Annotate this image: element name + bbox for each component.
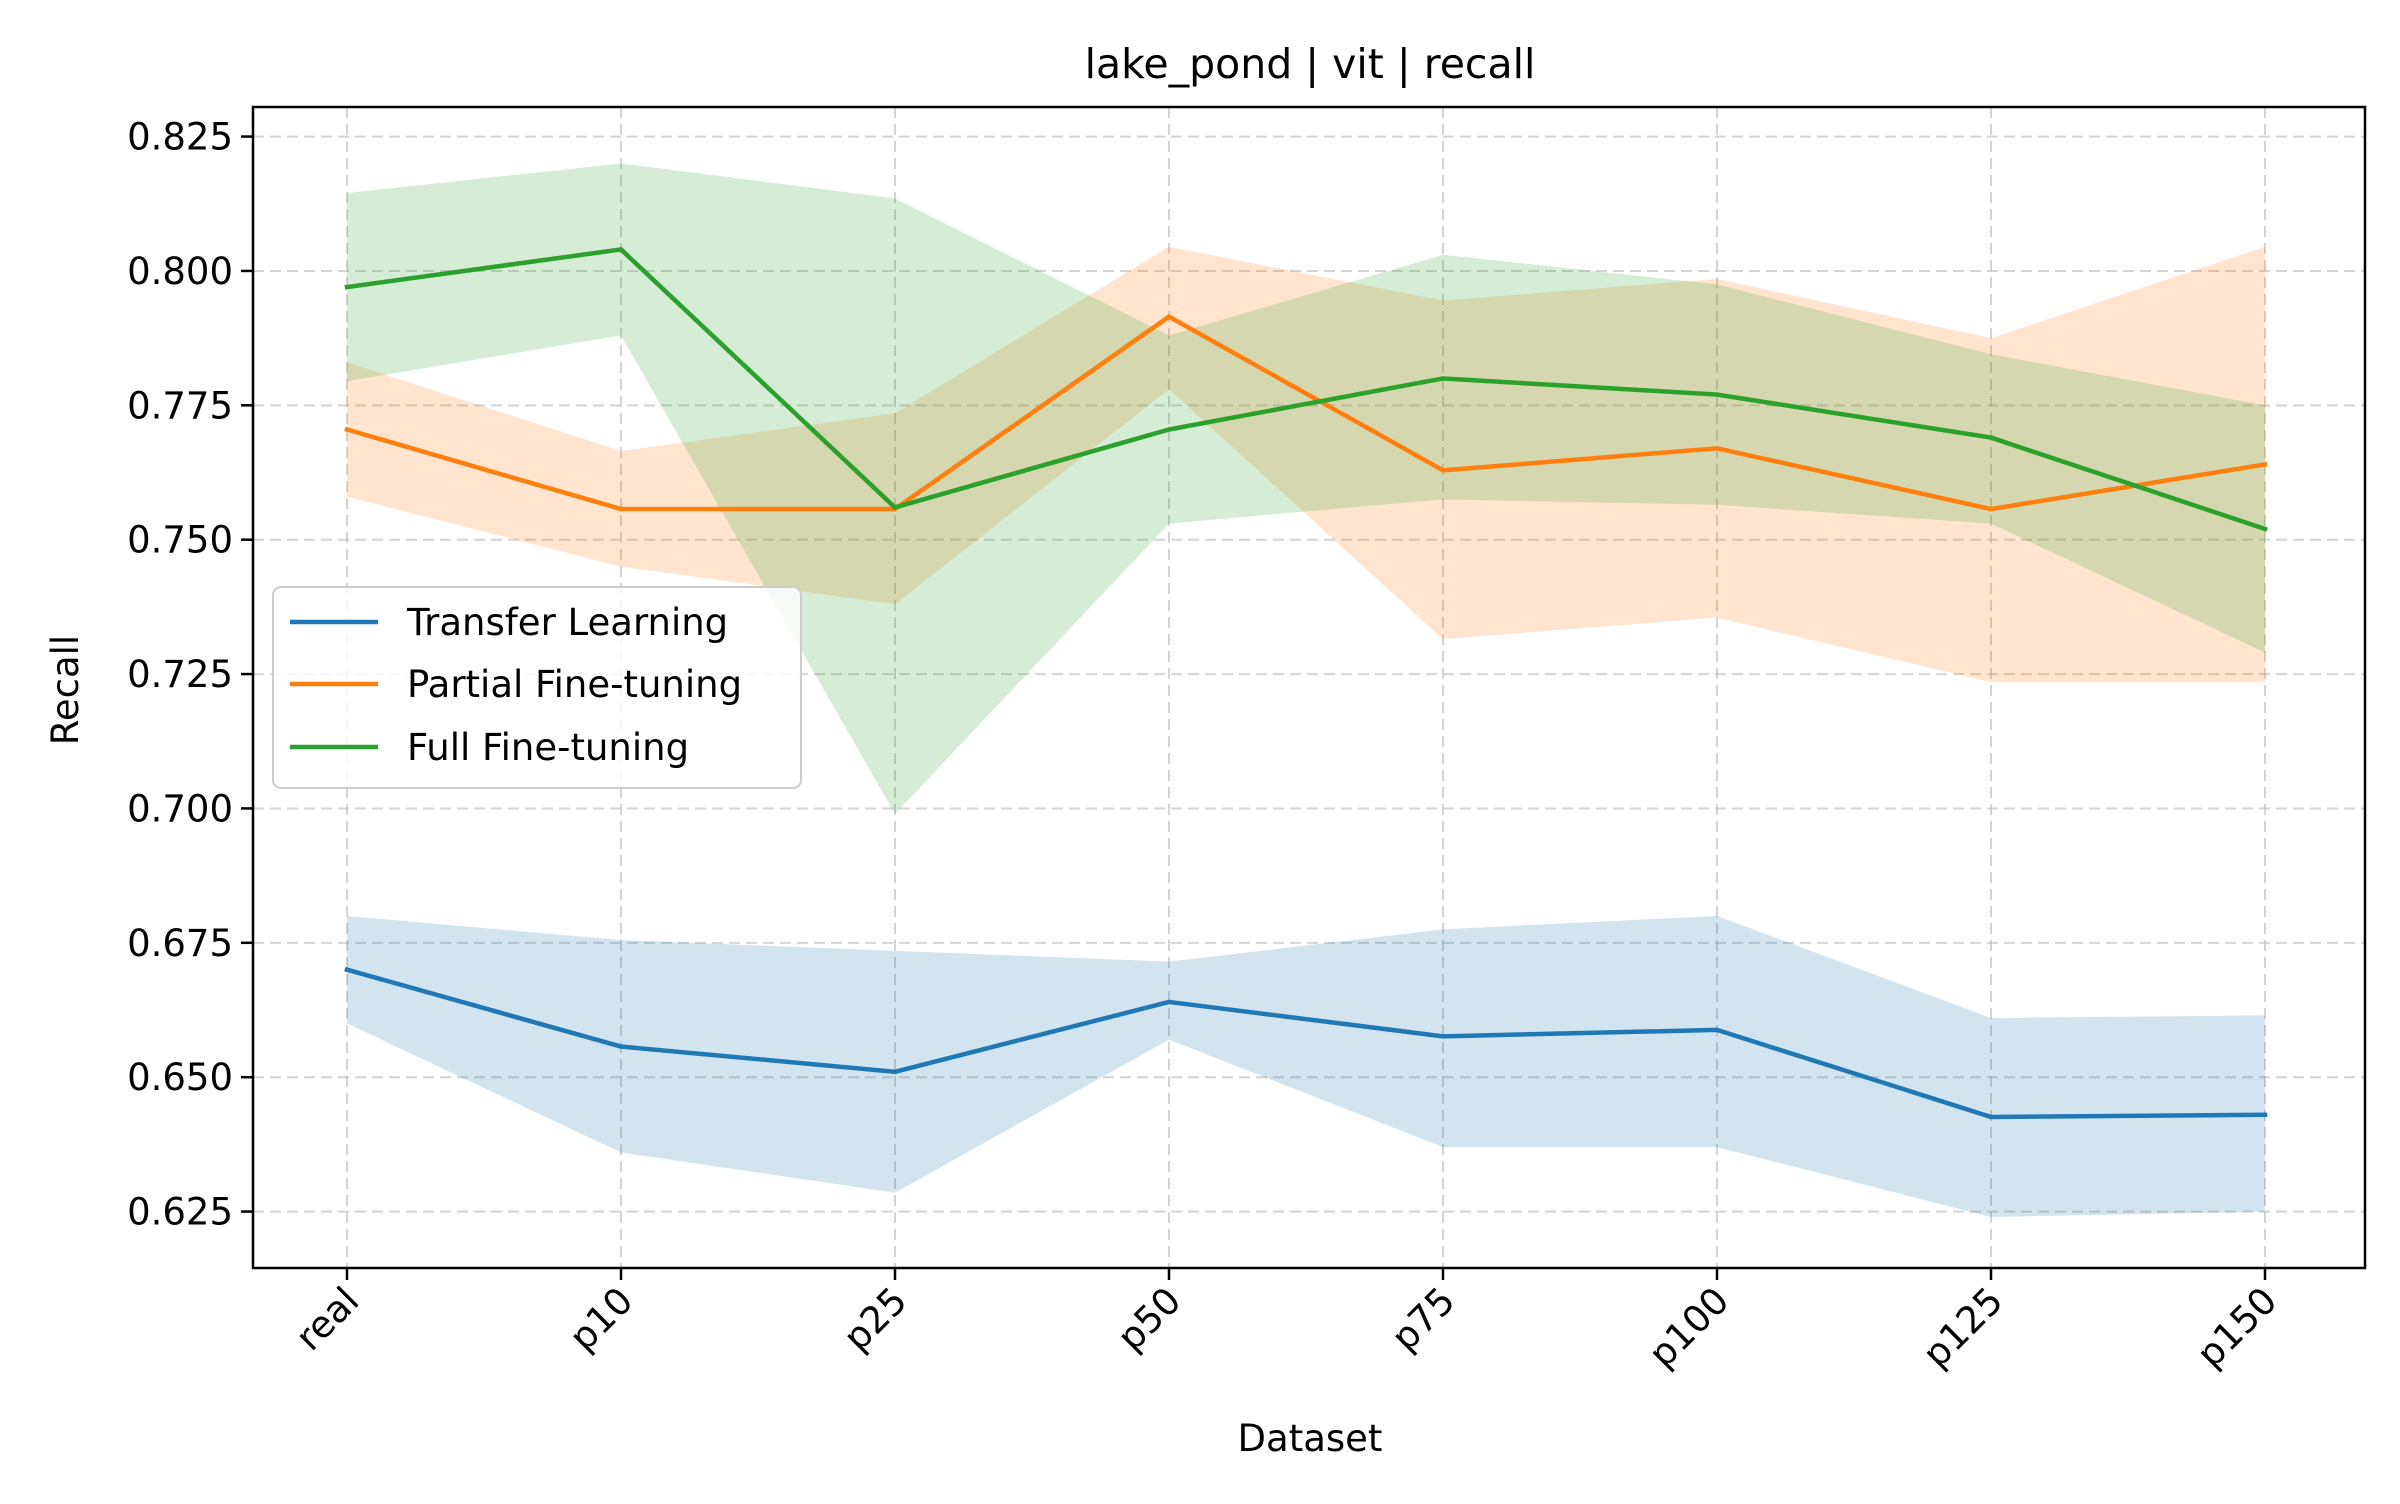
series-lines: [344, 247, 2268, 1120]
y-tick-label: 0.825: [127, 116, 233, 159]
chart-title: lake_pond | vit | recall: [1085, 40, 1536, 88]
x-axis-ticks: real p10 p25 p50 p75 p100 p125 p150: [287, 1268, 2285, 1376]
point-partial-fine-tuning: [1440, 468, 1446, 473]
x-tick-label: p125: [1914, 1279, 2011, 1376]
point-full-fine-tuning: [1988, 435, 1994, 440]
y-tick-label: 0.700: [127, 787, 233, 830]
point-full-fine-tuning: [2262, 526, 2268, 532]
y-tick-label: 0.750: [127, 519, 233, 562]
grid-lines: [253, 107, 2365, 1268]
band-full-fine-tuning: [347, 163, 2265, 814]
line-full-fine-tuning: [344, 247, 2268, 532]
legend-label-transfer-learning: Transfer Learning: [406, 601, 728, 644]
y-axis-label: Recall: [44, 635, 87, 745]
y-tick-label: 0.675: [127, 922, 233, 965]
x-tick-label: p10: [561, 1279, 641, 1359]
y-axis-ticks: 0.625 0.650 0.675 0.700 0.725 0.750 0.775 0.800…: [127, 116, 253, 1234]
x-tick-label: p75: [1383, 1279, 1463, 1359]
point-partial-fine-tuning: [2262, 462, 2268, 467]
point-full-fine-tuning: [1440, 376, 1446, 381]
x-axis-label: Dataset: [1238, 1417, 1383, 1460]
point-partial-fine-tuning: [1166, 314, 1172, 319]
point-full-fine-tuning: [1714, 392, 1720, 397]
point-transfer-learning: [1988, 1114, 1994, 1120]
confidence-bands: [347, 163, 2265, 1217]
band-partial-fine-tuning: [347, 246, 2265, 683]
point-full-fine-tuning: [618, 247, 624, 252]
point-partial-fine-tuning: [1714, 446, 1720, 451]
x-tick-label: p50: [1109, 1279, 1189, 1359]
band-transfer-learning: [347, 915, 2265, 1217]
plot-frame: [251, 105, 2367, 1270]
point-transfer-learning: [1714, 1027, 1720, 1033]
legend-label-partial-fine-tuning: Partial Fine-tuning: [407, 663, 742, 706]
line-partial-fine-tuning: [344, 314, 2268, 512]
point-transfer-learning: [344, 967, 350, 972]
point-partial-fine-tuning: [344, 427, 350, 432]
y-tick-label: 0.625: [127, 1191, 233, 1234]
x-tick-label: real: [287, 1279, 367, 1359]
point-transfer-learning: [618, 1044, 624, 1049]
point-partial-fine-tuning: [618, 506, 624, 512]
line-transfer-learning: [344, 966, 2268, 1120]
legend: Transfer Learning Partial Fine-tuning Fu…: [272, 586, 802, 789]
point-transfer-learning: [1166, 999, 1172, 1005]
point-full-fine-tuning: [1166, 427, 1172, 432]
x-tick-label: p100: [1640, 1279, 1737, 1376]
x-tick-label: p150: [2188, 1279, 2285, 1376]
point-transfer-learning: [892, 1069, 898, 1075]
y-tick-label: 0.775: [127, 384, 233, 427]
x-tick-label: p25: [835, 1279, 915, 1359]
point-transfer-learning: [2262, 1112, 2268, 1118]
y-tick-label: 0.800: [127, 250, 233, 293]
legend-box: [272, 586, 802, 789]
y-tick-label: 0.725: [127, 653, 233, 696]
point-full-fine-tuning: [344, 284, 350, 290]
y-tick-label: 0.650: [127, 1056, 233, 1099]
legend-label-full-fine-tuning: Full Fine-tuning: [407, 726, 689, 769]
point-transfer-learning: [1440, 1034, 1446, 1039]
point-partial-fine-tuning: [1988, 506, 1994, 512]
point-full-fine-tuning: [892, 505, 898, 510]
